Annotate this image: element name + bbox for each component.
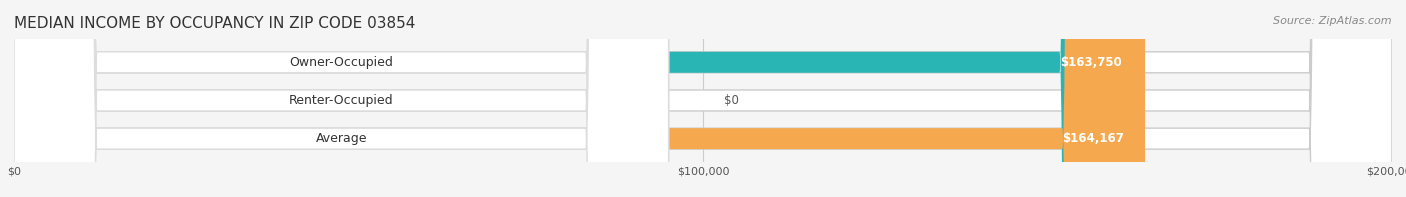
FancyBboxPatch shape [14, 0, 1392, 197]
FancyBboxPatch shape [14, 0, 1392, 197]
Text: Renter-Occupied: Renter-Occupied [290, 94, 394, 107]
Text: MEDIAN INCOME BY OCCUPANCY IN ZIP CODE 03854: MEDIAN INCOME BY OCCUPANCY IN ZIP CODE 0… [14, 16, 415, 31]
Text: $0: $0 [724, 94, 738, 107]
Text: Average: Average [315, 132, 367, 145]
FancyBboxPatch shape [14, 0, 669, 197]
Text: $163,750: $163,750 [1060, 56, 1122, 69]
FancyBboxPatch shape [14, 0, 1142, 197]
Text: Owner-Occupied: Owner-Occupied [290, 56, 394, 69]
FancyBboxPatch shape [14, 0, 1392, 197]
Text: $164,167: $164,167 [1063, 132, 1125, 145]
Text: Source: ZipAtlas.com: Source: ZipAtlas.com [1274, 16, 1392, 26]
FancyBboxPatch shape [14, 0, 669, 197]
FancyBboxPatch shape [14, 0, 1144, 197]
FancyBboxPatch shape [14, 0, 669, 197]
